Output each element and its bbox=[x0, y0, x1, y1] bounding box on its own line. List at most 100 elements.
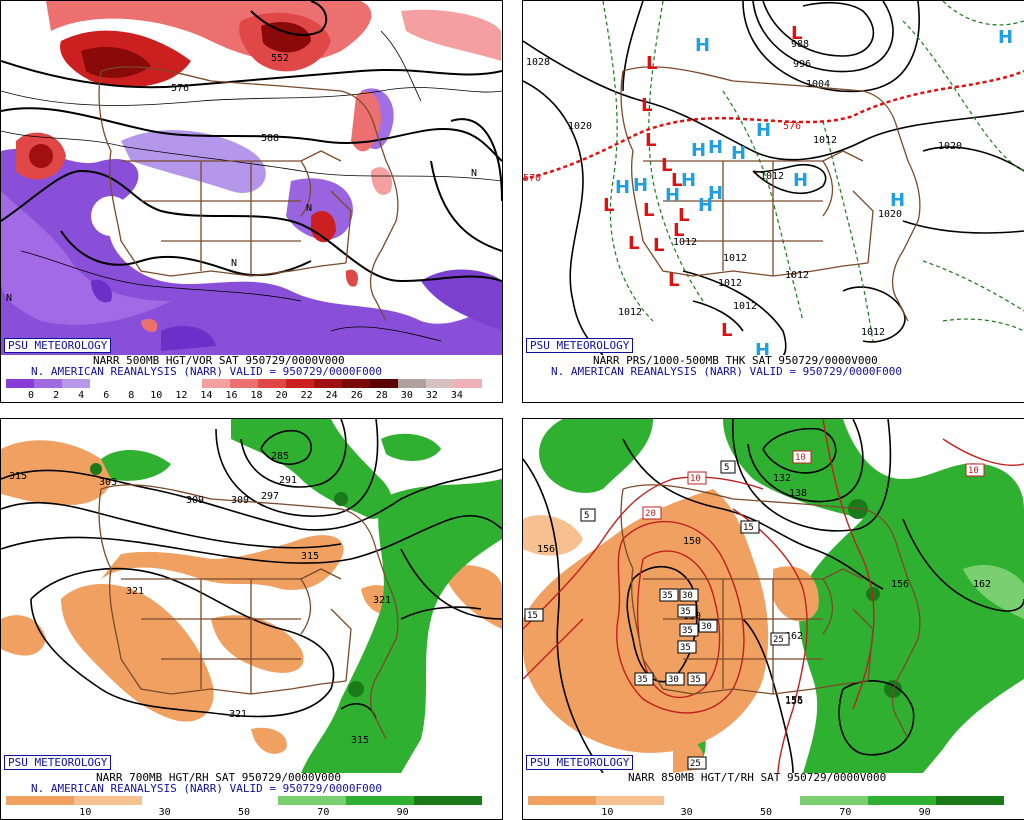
low-pressure-marker: L bbox=[671, 170, 682, 191]
svg-text:5: 5 bbox=[584, 511, 589, 521]
colorbar-swatch bbox=[346, 796, 414, 805]
colorbar-tick-label: 34 bbox=[450, 390, 463, 401]
temp-box-label: 10 bbox=[792, 450, 812, 464]
temp-box-label: 35 bbox=[659, 588, 679, 602]
colorbar-swatch bbox=[528, 796, 596, 805]
high-pressure-marker: H bbox=[755, 340, 770, 355]
isobar-label: 1012 bbox=[718, 278, 742, 289]
contour-label: 291 bbox=[279, 475, 297, 486]
panel-500mb-vorticity: 576 552 588 N N N N PSU METEOROLOGY NARR… bbox=[0, 0, 503, 403]
colorbar-tick-label: 6 bbox=[103, 390, 110, 401]
high-pressure-marker: H bbox=[708, 183, 723, 204]
contour-label: 162 bbox=[785, 631, 803, 642]
contour-label: 138 bbox=[789, 488, 807, 499]
colorbar-swatch bbox=[6, 379, 34, 388]
contour-label: 321 bbox=[229, 709, 247, 720]
chart-subcaption: N. AMERICAN REANALYSIS (NARR) VALID = 95… bbox=[31, 782, 382, 795]
high-pressure-marker: H bbox=[998, 27, 1013, 48]
psu-logo: PSU METEOROLOGY bbox=[4, 338, 112, 353]
high-pressure-marker: H bbox=[793, 170, 808, 191]
contour-label: 162 bbox=[973, 579, 991, 590]
psu-logo: PSU METEOROLOGY bbox=[526, 338, 634, 353]
temp-box-label: 35 bbox=[677, 604, 697, 618]
svg-text:15: 15 bbox=[527, 611, 538, 621]
colorbar-swatch bbox=[342, 379, 370, 388]
colorbar-tick-label: 8 bbox=[128, 390, 135, 401]
colorbar-tick-label: 90 bbox=[918, 807, 931, 818]
svg-text:35: 35 bbox=[680, 643, 691, 653]
colorbar-tick-label: 18 bbox=[250, 390, 263, 401]
colorbar-tick-label: 14 bbox=[200, 390, 213, 401]
high-pressure-marker: H bbox=[633, 175, 648, 196]
colorbar-swatch bbox=[314, 379, 342, 388]
svg-text:20: 20 bbox=[645, 509, 656, 519]
colorbar-tick-label: 28 bbox=[375, 390, 388, 401]
high-pressure-marker: H bbox=[695, 35, 710, 56]
colorbar-swatch bbox=[664, 796, 732, 805]
colorbar-tick-label: 50 bbox=[759, 807, 773, 818]
colorbar-swatch bbox=[370, 379, 398, 388]
map-850mb-t-rh: 156 150 150 138 132 156 162 156 162 155 … bbox=[523, 419, 1024, 773]
colorbar-tick-label: 22 bbox=[300, 390, 313, 401]
contour-label: N bbox=[231, 258, 237, 269]
colorbar-swatch bbox=[210, 796, 278, 805]
low-pressure-marker: L bbox=[668, 270, 679, 291]
isobar-label: 1020 bbox=[568, 121, 592, 132]
colorbar-tick-label: 4 bbox=[78, 390, 85, 401]
low-pressure-marker: L bbox=[643, 200, 654, 221]
contour-label: N bbox=[306, 203, 312, 214]
temp-box-label: 35 bbox=[677, 640, 697, 654]
colorbar-swatch bbox=[118, 379, 146, 388]
isobar-label: 1028 bbox=[526, 57, 550, 68]
contour-label: 156 bbox=[891, 579, 909, 590]
svg-text:30: 30 bbox=[682, 591, 693, 601]
colorbar-tick-label: 30 bbox=[680, 807, 693, 818]
low-pressure-marker: L bbox=[641, 95, 652, 116]
colorbar-tick-label: 70 bbox=[317, 807, 330, 818]
colorbar-tick-label: 50 bbox=[237, 807, 251, 818]
isobar-label: 1004 bbox=[806, 79, 830, 90]
isobar-label: 1012 bbox=[723, 253, 747, 264]
colorbar-swatch bbox=[34, 379, 62, 388]
svg-text:15: 15 bbox=[743, 523, 754, 533]
temp-box-label: 30 bbox=[698, 619, 718, 633]
isobar-label: 1012 bbox=[618, 307, 642, 318]
contour-label: N bbox=[6, 293, 12, 304]
map-mslp-thickness: 1028 1020 570 988 996 1004 576 1012 1012… bbox=[523, 1, 1024, 355]
thickness-label: 576 bbox=[783, 121, 801, 132]
isobar-label: 988 bbox=[791, 39, 809, 50]
colorbar-swatch bbox=[936, 796, 1004, 805]
colorbar-swatch bbox=[426, 379, 454, 388]
isobar-label: 1012 bbox=[861, 327, 885, 338]
high-pressure-marker: H bbox=[681, 170, 696, 191]
rh-colorbar bbox=[528, 796, 1004, 805]
svg-text:10: 10 bbox=[968, 466, 979, 476]
low-pressure-marker: L bbox=[628, 233, 639, 254]
temp-box-label: 15 bbox=[740, 520, 760, 534]
svg-text:35: 35 bbox=[680, 607, 691, 617]
svg-text:35: 35 bbox=[690, 675, 701, 685]
temp-box-label: 25 bbox=[687, 756, 707, 770]
chart-caption: NARR PRS/1000-500MB THK SAT 950729/0000V… bbox=[593, 354, 878, 367]
colorbar-swatch bbox=[868, 796, 936, 805]
svg-text:35: 35 bbox=[662, 591, 673, 601]
temp-box-label: 15 bbox=[524, 608, 544, 622]
contour-label: 315 bbox=[301, 551, 319, 562]
colorbar-swatch bbox=[74, 796, 142, 805]
low-pressure-marker: L bbox=[646, 53, 657, 74]
low-pressure-marker: L bbox=[645, 130, 656, 151]
contour-label: 309 bbox=[186, 495, 204, 506]
colorbar-tick-label: 30 bbox=[158, 807, 171, 818]
temp-box-label: 35 bbox=[679, 623, 699, 637]
colorbar-swatch bbox=[800, 796, 868, 805]
colorbar-swatch bbox=[146, 379, 174, 388]
temp-box-label: 5 bbox=[580, 508, 596, 522]
isobar-label: 1012 bbox=[813, 135, 837, 146]
svg-text:10: 10 bbox=[795, 453, 806, 463]
colorbar-swatch bbox=[286, 379, 314, 388]
high-pressure-marker: H bbox=[731, 143, 746, 164]
isobar-label: 1012 bbox=[785, 270, 809, 281]
contour-label: 297 bbox=[261, 491, 279, 502]
colorbar-ticks: 10 30 50 70 90 bbox=[528, 807, 1004, 818]
panel-mslp-thickness: 1028 1020 570 988 996 1004 576 1012 1012… bbox=[522, 0, 1024, 403]
